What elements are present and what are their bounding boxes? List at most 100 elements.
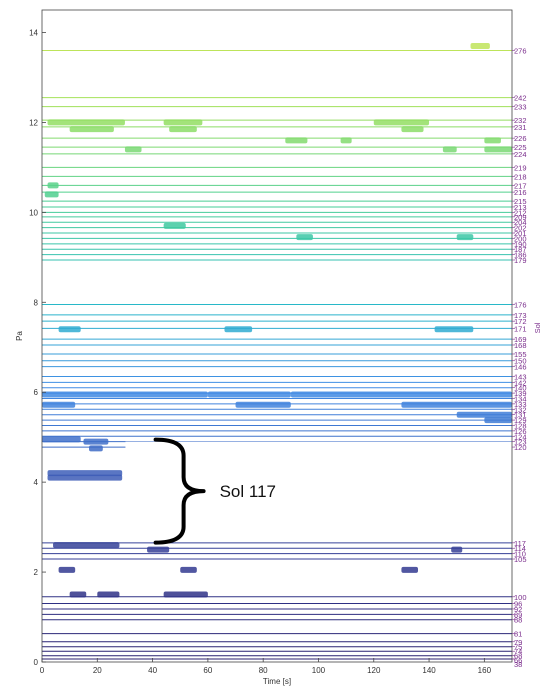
- sol-label-74: 74: [514, 647, 522, 656]
- sol-label-209: 209: [514, 213, 527, 222]
- sol-label-133: 133: [514, 400, 527, 409]
- activity-burst: [207, 391, 291, 398]
- sol-trace-lines: [42, 49, 512, 660]
- sol-label-168: 168: [514, 341, 527, 350]
- sol-label-213: 213: [514, 203, 527, 212]
- sol-labels: 2762422332322312262252242192182172162152…: [512, 46, 527, 669]
- sol-label-140: 140: [514, 384, 527, 393]
- activity-burst: [401, 401, 512, 408]
- activity-burst: [456, 234, 474, 241]
- activity-burst: [340, 137, 352, 144]
- activity-burst: [69, 591, 87, 598]
- sol-label-114: 114: [514, 544, 526, 553]
- activity-burst: [373, 119, 430, 126]
- sol-117-annotation: Sol 117: [220, 482, 276, 501]
- sol-label-204: 204: [514, 218, 527, 227]
- activity-burst: [470, 42, 490, 49]
- activity-burst: [58, 566, 76, 573]
- sol-label-75: 75: [514, 643, 522, 652]
- x-tick-label: 160: [478, 666, 492, 675]
- x-tick-label: 80: [259, 666, 268, 675]
- axes: [41, 9, 513, 663]
- activity-burst: [484, 137, 501, 144]
- y-axis-label: Pa: [15, 331, 24, 341]
- sol-label-201: 201: [514, 229, 527, 238]
- y-tick-label: 6: [34, 388, 39, 397]
- activity-burst: [484, 146, 512, 153]
- sol-label-89: 89: [514, 610, 522, 619]
- activity-burst: [44, 191, 59, 198]
- sol-label-225: 225: [514, 143, 527, 152]
- sol-label-92: 92: [514, 605, 522, 614]
- x-tick-label: 0: [40, 666, 45, 675]
- activity-burst: [180, 566, 197, 573]
- sol-label-139: 139: [514, 389, 527, 398]
- activity-burst: [434, 326, 474, 333]
- sol-label-176: 176: [514, 301, 527, 310]
- x-tick-label: 100: [312, 666, 326, 675]
- activity-burst: [456, 411, 512, 418]
- x-axis-label: Time [s]: [263, 677, 291, 686]
- sol-label-117: 117: [514, 539, 526, 548]
- activity-burst: [147, 546, 170, 553]
- y-tick-label: 4: [34, 478, 39, 487]
- sol-label-232: 232: [514, 116, 527, 125]
- sol-label-66: 66: [514, 656, 522, 665]
- sol-label-216: 216: [514, 188, 527, 197]
- activity-burst: [97, 591, 120, 598]
- sol-label-146: 146: [514, 363, 527, 372]
- sol-label-233: 233: [514, 103, 527, 112]
- activity-burst: [169, 126, 197, 133]
- x-tick-label: 40: [148, 666, 157, 675]
- sol-label-202: 202: [514, 224, 527, 233]
- sol-label-134: 134: [514, 395, 527, 404]
- activity-burst: [42, 391, 208, 398]
- activity-bursts: [42, 42, 512, 598]
- activity-burst: [484, 417, 512, 424]
- sol-label-231: 231: [514, 123, 527, 132]
- sol-label-132: 132: [514, 405, 527, 414]
- activity-burst: [451, 546, 463, 553]
- tick-labels: 0 20 40 60 80 100 120 140 160 0 2 4 6 8 10 12 14: [29, 28, 491, 675]
- sol-label-186: 186: [514, 251, 527, 260]
- activity-burst: [163, 119, 203, 126]
- sol-label-155: 155: [514, 350, 527, 359]
- sol-label-105: 105: [514, 555, 527, 564]
- sol-label-179: 179: [514, 256, 527, 265]
- sol-label-68: 68: [514, 652, 522, 661]
- activity-burst: [224, 326, 253, 333]
- activity-burst: [83, 438, 109, 445]
- x-tick-label: 60: [203, 666, 212, 675]
- x-tick-label: 120: [367, 666, 381, 675]
- sol-label-172: 172: [514, 317, 527, 326]
- activity-burst: [42, 436, 81, 443]
- sol-label-224: 224: [514, 150, 527, 159]
- activity-burst: [285, 137, 308, 144]
- sol-label-276: 276: [514, 46, 527, 55]
- right-axis-label: Sol: [533, 322, 542, 333]
- sol-label-120: 120: [514, 443, 527, 452]
- activity-burst: [58, 326, 81, 333]
- sol-label-169: 169: [514, 335, 527, 344]
- sol-label-96: 96: [514, 600, 522, 609]
- sol-label-190: 190: [514, 240, 527, 249]
- sol-label-124: 124: [514, 432, 527, 441]
- activity-burst: [42, 401, 76, 408]
- sol-label-142: 142: [514, 378, 527, 387]
- sol-label-129: 129: [514, 416, 527, 425]
- activity-burst: [163, 591, 208, 598]
- activity-burst: [296, 234, 313, 241]
- sol-label-219: 219: [514, 163, 527, 172]
- sol-label-218: 218: [514, 172, 527, 181]
- activity-burst: [290, 391, 512, 398]
- sol-label-126: 126: [514, 427, 527, 436]
- activity-burst: [53, 542, 120, 549]
- sol-label-143: 143: [514, 372, 527, 381]
- y-tick-label: 10: [29, 208, 38, 217]
- sol-label-128: 128: [514, 421, 527, 430]
- sol-label-173: 173: [514, 311, 527, 320]
- sol-label-110: 110: [514, 550, 526, 559]
- sol-label-200: 200: [514, 234, 527, 243]
- curly-brace: [153, 437, 206, 545]
- activity-burst: [235, 401, 291, 408]
